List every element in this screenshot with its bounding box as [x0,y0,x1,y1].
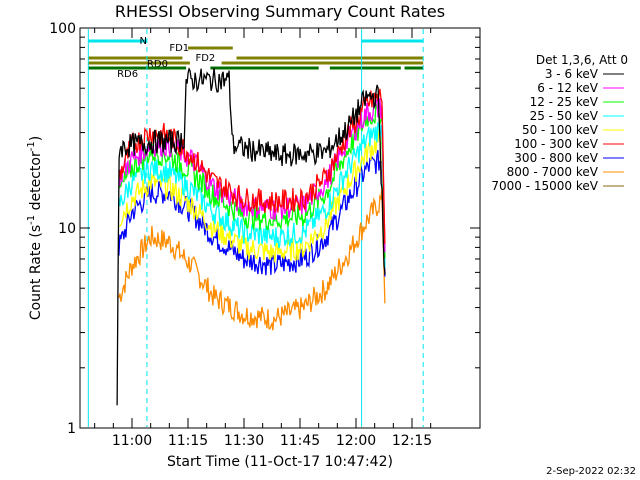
flag-bar-label: FD1 [169,43,189,54]
x-tick-label: 12:15 [392,433,432,449]
legend-item-label: 7000 - 15000 keV [491,179,598,193]
x-tick-label: 11:45 [280,433,320,449]
legend-item-label: 100 - 300 keV [514,137,598,151]
flag-bar-label: RD6 [117,69,138,80]
legend-item-label: 12 - 25 keV [530,95,599,109]
x-tick-label: 11:15 [168,433,208,449]
legend-header: Det 1,3,6, Att 0 [536,53,628,67]
x-axis-label: Start Time (11-Oct-17 10:47:42) [167,454,393,470]
series-line [118,129,386,263]
footer-timestamp: 2-Sep-2022 02:32 [546,466,636,477]
x-tick-label: 11:00 [112,433,152,449]
series-line [118,88,386,244]
flag-bar-label: N [139,36,146,47]
flag-bar-label: FD2 [195,53,215,64]
series-line [118,187,386,331]
y-axis: 1 10 100 [49,21,480,437]
y-tick-label: 100 [49,21,76,37]
series-line [118,121,386,269]
legend-item-label: 800 - 7000 keV [507,165,599,179]
x-tick-label: 12:00 [336,433,376,449]
legend-item-label: 50 - 100 keV [522,123,599,137]
y-tick-label: 10 [58,221,76,237]
legend-item-label: 6 - 12 keV [537,81,599,95]
plot-frame [79,27,481,429]
x-tick-label: 11:30 [224,433,264,449]
flag-bars: N FD1 FD2 RD0 RD6 [88,36,424,80]
x-axis: 11:00 11:15 11:30 11:45 12:00 12:15 [94,28,432,449]
legend-item-label: 25 - 50 keV [530,109,599,123]
series-lines [116,67,386,406]
legend-item-label: 3 - 6 keV [545,67,599,81]
flag-bar-label: RD0 [147,59,168,70]
y-tick-label: 1 [67,421,76,437]
chart-title: RHESSI Observing Summary Count Rates [115,2,445,21]
series-line [118,149,386,277]
y-axis-label: Count Rate (s-1 detector-1) [26,136,44,320]
legend-item-label: 300 - 800 keV [514,151,598,165]
series-line [116,67,386,406]
